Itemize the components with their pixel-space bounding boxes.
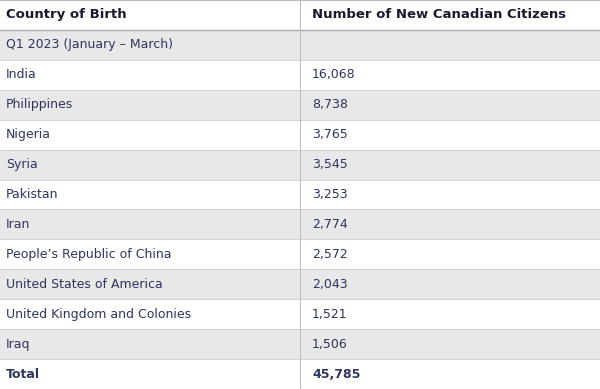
Text: 3,765: 3,765 bbox=[312, 128, 348, 141]
Text: India: India bbox=[6, 68, 37, 81]
Text: People’s Republic of China: People’s Republic of China bbox=[6, 248, 172, 261]
Text: 3,545: 3,545 bbox=[312, 158, 348, 171]
Text: 2,572: 2,572 bbox=[312, 248, 348, 261]
Text: Country of Birth: Country of Birth bbox=[6, 9, 127, 21]
Bar bbox=[0, 269, 600, 299]
Bar bbox=[0, 30, 600, 60]
Text: 45,785: 45,785 bbox=[312, 368, 361, 380]
Text: 16,068: 16,068 bbox=[312, 68, 356, 81]
Bar bbox=[0, 359, 600, 389]
Bar bbox=[0, 120, 600, 150]
Bar bbox=[0, 150, 600, 180]
Text: Number of New Canadian Citizens: Number of New Canadian Citizens bbox=[312, 9, 566, 21]
Bar bbox=[0, 329, 600, 359]
Text: 1,506: 1,506 bbox=[312, 338, 348, 350]
Text: 1,521: 1,521 bbox=[312, 308, 347, 321]
Text: 2,774: 2,774 bbox=[312, 218, 348, 231]
Text: 8,738: 8,738 bbox=[312, 98, 348, 111]
Text: Total: Total bbox=[6, 368, 40, 380]
Text: Syria: Syria bbox=[6, 158, 38, 171]
Text: Iraq: Iraq bbox=[6, 338, 31, 350]
Text: 2,043: 2,043 bbox=[312, 278, 347, 291]
Bar bbox=[0, 299, 600, 329]
Bar bbox=[0, 90, 600, 120]
Bar bbox=[0, 180, 600, 209]
Bar bbox=[0, 0, 600, 30]
Text: 3,253: 3,253 bbox=[312, 188, 347, 201]
Text: United States of America: United States of America bbox=[6, 278, 163, 291]
Text: Pakistan: Pakistan bbox=[6, 188, 59, 201]
Bar bbox=[0, 60, 600, 90]
Bar bbox=[0, 239, 600, 269]
Text: Iran: Iran bbox=[6, 218, 31, 231]
Text: Q1 2023 (January – March): Q1 2023 (January – March) bbox=[6, 39, 173, 51]
Text: United Kingdom and Colonies: United Kingdom and Colonies bbox=[6, 308, 191, 321]
Text: Nigeria: Nigeria bbox=[6, 128, 51, 141]
Text: Philippines: Philippines bbox=[6, 98, 73, 111]
Bar bbox=[0, 209, 600, 239]
